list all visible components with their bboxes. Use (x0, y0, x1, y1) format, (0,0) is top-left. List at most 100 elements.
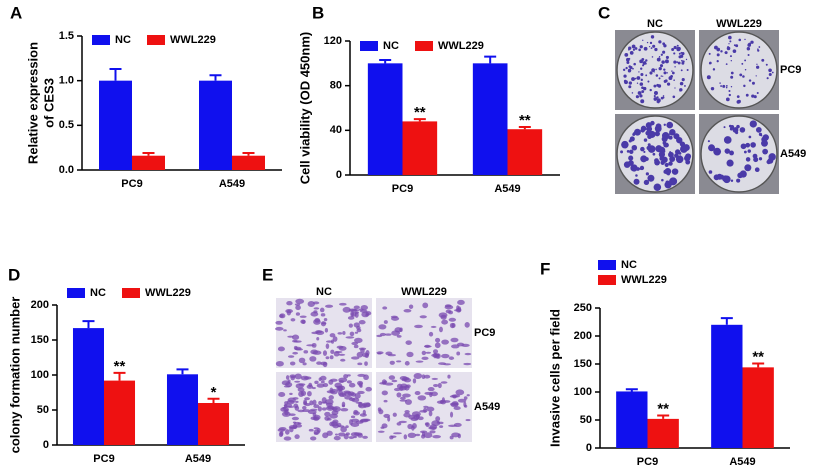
colony (642, 39, 644, 41)
cell (449, 411, 454, 418)
error-bar (752, 362, 765, 368)
cell (349, 331, 355, 337)
colony (648, 130, 656, 138)
colony (761, 139, 768, 147)
cell (422, 302, 429, 309)
cell (404, 399, 412, 405)
cell (314, 380, 319, 385)
cell (408, 304, 414, 309)
cell (353, 305, 360, 310)
cell (295, 383, 304, 389)
colony (685, 153, 692, 160)
cell (382, 306, 388, 310)
cell (320, 313, 326, 317)
cell (301, 319, 306, 325)
cell (288, 355, 295, 358)
cell (340, 408, 349, 412)
cell (322, 350, 328, 356)
colony (628, 85, 632, 89)
cell (313, 310, 318, 314)
cell (298, 357, 306, 364)
colony (645, 74, 648, 77)
colony (728, 93, 731, 97)
legend-label: WWL229 (170, 34, 216, 46)
colony (726, 159, 734, 167)
colony (740, 143, 747, 150)
significance-label: ** (114, 358, 126, 375)
colony (730, 179, 734, 182)
row-label: A549 (474, 401, 500, 413)
colony (631, 92, 634, 94)
cell (414, 324, 423, 329)
colony (673, 60, 677, 64)
colony (671, 71, 675, 75)
micrograph (699, 30, 779, 110)
legend-label: NC (621, 259, 637, 271)
legend-swatch (415, 41, 433, 51)
cell (440, 314, 447, 320)
cell (403, 434, 408, 440)
cell (356, 351, 363, 358)
cell (356, 328, 362, 333)
y-tick-label: 200 (31, 299, 49, 311)
y-tick-label: 250 (574, 302, 592, 314)
cell (337, 390, 344, 396)
colony (678, 52, 681, 55)
colony (636, 167, 640, 171)
cell (303, 350, 309, 354)
cell (421, 434, 426, 439)
colony (725, 63, 728, 65)
cell (365, 386, 372, 392)
colony (652, 44, 656, 48)
cell (324, 399, 334, 405)
cell (357, 390, 365, 395)
cell (357, 373, 366, 377)
cell (312, 301, 320, 305)
colony (627, 69, 632, 73)
cell (455, 389, 465, 396)
cell (320, 321, 327, 327)
error-bar (657, 414, 670, 419)
cell (456, 342, 465, 347)
colony (662, 96, 665, 99)
colony (724, 148, 731, 154)
colony (655, 74, 659, 77)
bar (402, 121, 438, 175)
colony (745, 157, 751, 162)
colony (713, 174, 720, 181)
cell (445, 309, 452, 314)
cell (384, 333, 392, 336)
colony (681, 59, 683, 62)
colony (636, 76, 641, 80)
panel-label: F (540, 259, 550, 278)
legend-label: NC (90, 287, 106, 299)
bar (472, 63, 508, 176)
cell (423, 374, 431, 379)
colony (679, 81, 684, 86)
cell (357, 380, 364, 386)
colony (621, 140, 629, 149)
cell (463, 396, 468, 400)
cell (466, 394, 470, 397)
colony (633, 178, 640, 185)
colony (641, 58, 645, 61)
colony (766, 77, 769, 80)
colony (658, 56, 661, 58)
colony (652, 152, 656, 156)
cell (380, 426, 385, 429)
colony (676, 47, 681, 52)
colony (629, 50, 634, 55)
colony (732, 49, 737, 53)
cell (354, 337, 363, 344)
cell (330, 349, 335, 355)
y-tick-label: 0.5 (59, 119, 74, 131)
colony (714, 45, 718, 50)
colony (728, 89, 731, 92)
cell (290, 318, 296, 322)
error-bar (176, 368, 189, 375)
cell (400, 396, 406, 400)
x-tick-label: A549 (219, 178, 245, 190)
cell (338, 302, 347, 306)
cell (421, 374, 426, 380)
panel-label: A (10, 3, 22, 22)
